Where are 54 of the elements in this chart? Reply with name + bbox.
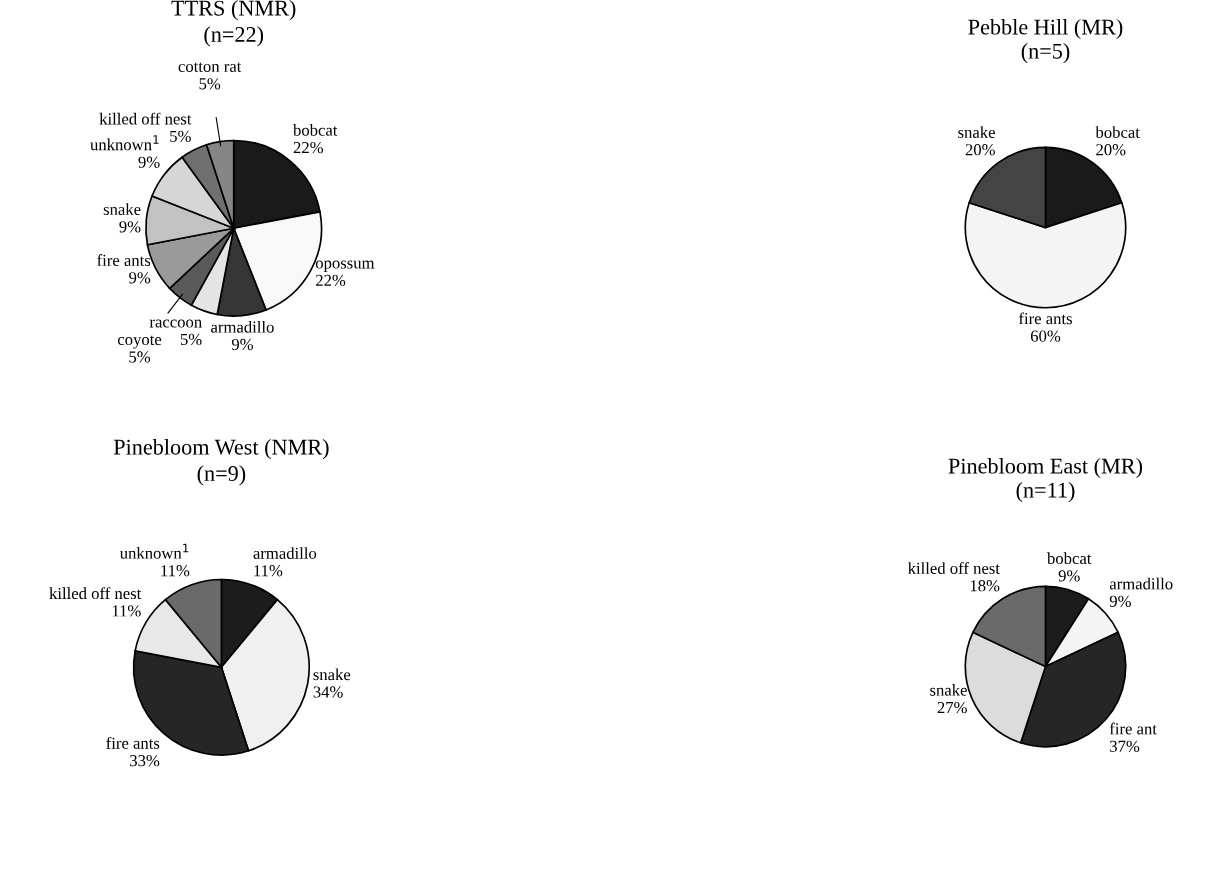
data-label: 11% [112, 605, 141, 617]
slice-label: bobcat [1095, 126, 1140, 138]
data-label: 34% [313, 686, 343, 698]
slice-label: unknown$^{1}$ [119, 543, 189, 559]
data-label: 33% [130, 755, 160, 767]
data-label: 22% [315, 274, 346, 287]
data-label: 11% [254, 565, 283, 577]
slice-label: cotton rat [178, 62, 242, 72]
slice-label: killed off nest [907, 562, 1000, 574]
data-label: 5% [180, 333, 202, 346]
slice-label: killed off nest [49, 587, 142, 600]
slice-label: fire ants [106, 736, 160, 749]
slice-label: bobcat [1047, 552, 1092, 565]
slice-label: fire ant [1109, 722, 1157, 735]
chart-subtitle: (n=9) [197, 465, 246, 486]
data-label: 9% [129, 272, 151, 284]
data-label: 37% [1110, 740, 1140, 752]
data-label: 9% [1109, 595, 1131, 607]
slice-label: snake [103, 203, 141, 215]
chart-title: Pinebloom West (NMR) [113, 439, 329, 460]
chart-subtitle: (n=11) [1016, 482, 1075, 503]
slice-label: fire ants [1018, 312, 1072, 325]
data-label: 5% [199, 78, 221, 90]
data-label: 9% [119, 221, 141, 233]
slice-label: fire ants [97, 254, 151, 266]
data-label: 5% [170, 130, 191, 143]
data-label: 11% [161, 565, 190, 577]
data-label: 18% [970, 580, 1000, 592]
slice-label: armadillo [1109, 577, 1173, 590]
chart-subtitle: (n=22) [204, 26, 264, 47]
chart-subtitle: (n=5) [1021, 43, 1070, 64]
slice-label: snake [313, 668, 351, 681]
slice-label: snake [930, 684, 967, 696]
data-label: 9% [138, 156, 160, 168]
data-label: 22% [293, 141, 324, 154]
slice-label: unknown$^{1}$ [90, 135, 159, 151]
chart-title: TTRS (NMR) [171, 0, 296, 21]
slice-label: coyote [117, 335, 162, 349]
slice-label: bobcat [293, 124, 338, 136]
data-label: 5% [129, 351, 151, 363]
chart-title: Pinebloom East (MR) [948, 457, 1143, 479]
data-label: 60% [1030, 330, 1061, 342]
data-label: 20% [965, 144, 995, 156]
slice-label: killed off nest [99, 112, 192, 125]
slice-label: armadillo [211, 320, 274, 333]
chart-title: Pebble Hill (MR) [968, 18, 1123, 40]
data-label: 20% [1096, 144, 1126, 156]
slice-label: opossum [315, 260, 375, 272]
data-label: 27% [937, 701, 967, 714]
data-label: 9% [1058, 570, 1080, 582]
slice-label: armadillo [253, 547, 317, 559]
data-label: 9% [231, 338, 253, 351]
slice-label: raccoon [149, 319, 202, 328]
slice-label: snake [958, 126, 995, 138]
